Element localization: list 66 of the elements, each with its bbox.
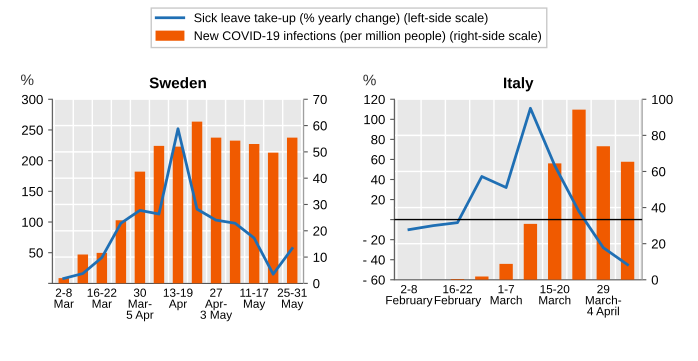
- x-tick-label: 13-19 Apr: [164, 288, 193, 310]
- bar: [286, 138, 298, 284]
- y-tick-label: 200: [22, 156, 43, 166]
- bar: [572, 110, 586, 280]
- chart-title: Sweden: [150, 77, 206, 88]
- bar: [172, 146, 184, 284]
- legend-label: New COVID-19 infections (per million people) (right-side scale): [194, 30, 542, 43]
- x-tick-label: 25-31 May: [278, 288, 307, 310]
- y-tick-label: 20: [371, 195, 385, 204]
- y-tick-label: 250: [22, 126, 43, 135]
- y-tick-label: 150: [22, 186, 43, 196]
- y2-tick-label: 30: [313, 200, 327, 210]
- y-tick-label: 50: [29, 248, 43, 258]
- y-tick-label: 40: [370, 175, 385, 184]
- y2-tick-label: 60: [313, 121, 327, 130]
- y2-tick-label: 40: [651, 203, 666, 212]
- y2-tick-label: 0: [313, 278, 320, 288]
- line-series: [408, 106, 629, 266]
- x-tick-label: 16-22 Mar: [88, 288, 116, 308]
- y2-tick-label: 50: [313, 147, 327, 157]
- y-tick-label: 80: [371, 134, 385, 144]
- bar: [475, 276, 489, 280]
- y-axis-title: %: [363, 74, 376, 86]
- y2-tick-label: 100: [652, 94, 673, 104]
- bar: [248, 144, 260, 284]
- y2-tick-label: 60: [652, 167, 666, 176]
- bar: [548, 163, 562, 280]
- bar: [524, 224, 538, 280]
- y-tick-label: 300: [22, 94, 43, 104]
- y-tick-label: 60: [371, 155, 385, 164]
- bar: [620, 162, 634, 280]
- y2-tick-label: 20: [652, 239, 666, 249]
- y-tick-label: 120: [364, 94, 385, 104]
- y2-tick-label: 10: [314, 252, 327, 262]
- bar: [230, 140, 240, 284]
- bar: [499, 264, 513, 280]
- y2-tick-label: 80: [652, 130, 666, 140]
- x-tick-label: 30 Mar- 5 Apr: [126, 288, 154, 322]
- bar: [596, 146, 610, 280]
- y-tick-label: 100: [22, 218, 43, 227]
- bar: [116, 220, 126, 284]
- y-tick-label: - 20: [363, 235, 385, 245]
- x-tick-label: 1-7 March: [490, 285, 522, 304]
- x-tick-label: 2-8 February: [386, 284, 433, 307]
- x-tick-label: 27 Apr- 3 May: [200, 288, 232, 322]
- x-tick-label: 16-22 February: [434, 284, 482, 307]
- y2-tick-label: 40: [312, 174, 327, 184]
- y-tick-label: 100: [364, 114, 385, 124]
- y-tick-label: - 60: [363, 275, 385, 285]
- bar: [210, 138, 222, 284]
- chart-title: Italy: [504, 77, 534, 92]
- y2-tick-label: 20: [313, 226, 327, 236]
- x-tick-label: 15-20 March: [539, 284, 570, 304]
- bar: [268, 152, 278, 284]
- x-tick-label: 29 March- 4 April: [586, 284, 622, 318]
- y2-tick-label: 70: [313, 94, 327, 104]
- legend-label: Sick leave take-up (% yearly change) (left-side scale): [194, 13, 488, 25]
- bar: [192, 122, 202, 284]
- bar: [134, 172, 146, 284]
- line-series: [62, 127, 294, 280]
- bar: [154, 146, 164, 284]
- y-tick-label: - 40: [363, 255, 385, 265]
- y2-tick-label: 0: [652, 275, 658, 285]
- x-tick-label: 11-17 May: [240, 288, 268, 310]
- y-axis-title: %: [20, 74, 34, 86]
- x-tick-label: 2-8 Mar: [54, 288, 74, 308]
